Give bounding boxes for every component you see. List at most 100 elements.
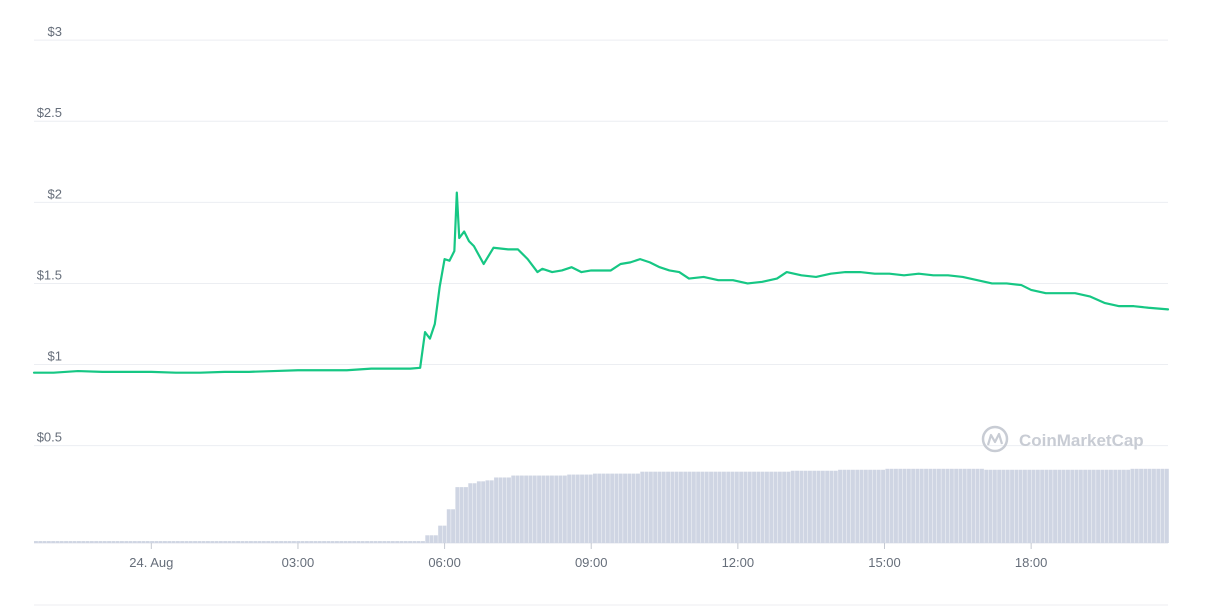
volume-bar [1040,469,1045,543]
volume-bar [1070,469,1075,543]
volume-bar [674,471,679,543]
volume-bar [46,541,51,543]
volume-bar [1074,469,1079,543]
volume-bar [85,541,90,543]
volume-bar [274,541,279,543]
volume-bar [717,471,722,543]
volume-bar [820,470,825,543]
volume-bar [825,470,830,543]
volume-bar [395,541,400,543]
volume-bar [304,541,309,543]
volume-bar [253,541,258,543]
volume-bar [661,471,666,543]
volume-bar [1044,469,1049,543]
volume-bar [1001,469,1006,543]
volume-bar [550,475,554,543]
volume-bar [554,475,559,543]
volume-bar [210,541,215,543]
volume-bar [829,470,834,543]
volume-bar [760,471,765,543]
volume-bar [352,541,357,543]
volume-bar [472,483,477,543]
volume-bar [163,541,167,543]
y-tick-label: $2 [48,186,62,201]
volume-bar [115,541,120,543]
volume-bar [584,474,589,543]
volume-bar [300,541,305,543]
volume-bar [1109,469,1113,543]
volume-bar [958,468,963,543]
coinmarketcap-watermark: CoinMarketCap [981,425,1144,453]
volume-bar [1100,469,1105,543]
volume-bar [648,471,653,543]
volume-bar [124,541,129,543]
volume-bar [51,541,56,543]
x-tick-label: 03:00 [282,555,315,570]
x-tick-label: 15:00 [868,555,901,570]
volume-bar [429,535,434,543]
volume-bar [605,473,610,543]
volume-bar [218,541,223,543]
volume-bar [1126,469,1131,543]
volume-bar [339,541,344,543]
volume-bar [773,471,778,543]
volume-bar [193,541,197,543]
volume-bar [433,535,438,543]
volume-bar [137,541,142,543]
volume-bar [283,541,288,543]
volume-bar [1053,469,1057,543]
volume-bar [528,475,533,543]
volume-bar [511,475,516,543]
volume-bar [1027,469,1032,543]
grid-lines [34,39,1168,606]
volume-bar [507,477,511,543]
volume-bar [171,541,176,543]
volume-bar [782,471,787,543]
volume-bar [197,541,202,543]
volume-bar [799,470,804,543]
volume-bar [399,541,404,543]
volume-bar [188,541,193,543]
volume-bar [885,468,890,543]
volume-bar [730,471,735,543]
volume-bar [580,474,584,543]
volume-bar [386,541,391,543]
volume-bar [1057,469,1062,543]
volume-bar [42,541,47,543]
volume-bar [790,470,795,543]
volume-bar [1018,469,1023,543]
volume-bar [631,473,636,543]
volume-bar [949,468,954,543]
volume-bar [270,541,275,543]
coinmarketcap-logo-icon [981,425,1009,453]
volume-bar [408,541,412,543]
volume-bar [657,471,662,543]
volume-bar [167,541,172,543]
volume-bar [868,469,873,543]
volume-bar [214,541,219,543]
volume-bar [808,470,812,543]
volume-bar [55,541,60,543]
volume-bar [640,471,645,543]
volume-bar [588,474,593,543]
volume-bar [855,469,860,543]
volume-bar [390,541,395,543]
y-tick-label: $0.5 [37,430,62,445]
volume-bar [739,471,744,543]
volume-bar [421,541,425,543]
volume-bar [614,473,619,543]
volume-bar [236,541,240,543]
volume-bar [967,468,971,543]
volume-bar [1066,469,1070,543]
volume-bar [141,541,146,543]
volume-bar [618,473,623,543]
volume-bar [838,469,842,543]
volume-bar [154,541,159,543]
volume-bar [571,474,576,543]
volume-bar [412,541,417,543]
volume-bar [309,541,314,543]
volume-bar [150,541,154,543]
volume-bar [343,541,348,543]
